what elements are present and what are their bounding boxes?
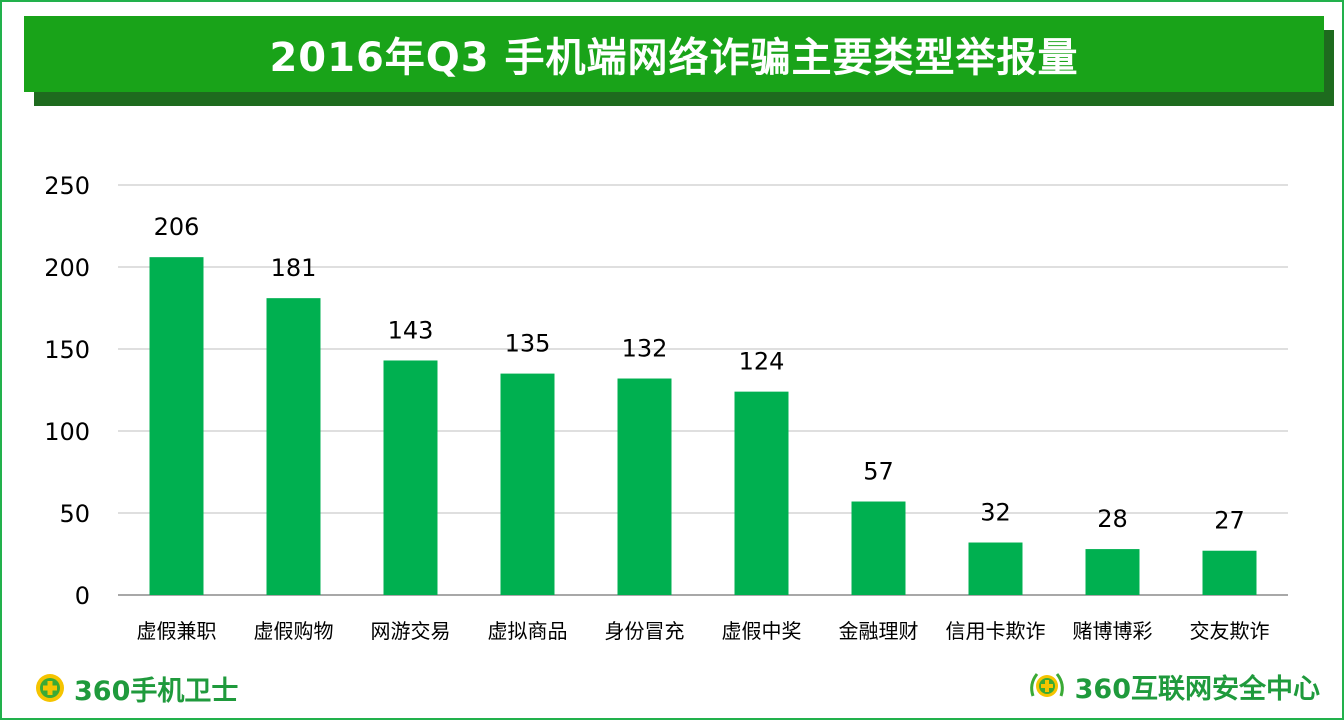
x-tick-label: 信用卡欺诈: [946, 619, 1046, 643]
x-tick-label: 虚假购物: [254, 619, 334, 643]
x-tick-label: 身份冒充: [605, 619, 685, 643]
bar: [734, 391, 789, 595]
brand-left: 360手机卫士: [34, 670, 239, 707]
bar: [500, 373, 555, 595]
brand-right-text: 360互联网安全中心: [1074, 673, 1320, 705]
y-tick-label: 200: [44, 254, 90, 282]
bar: [1085, 549, 1140, 595]
data-label: 32: [980, 499, 1011, 527]
data-label: 28: [1097, 505, 1128, 533]
data-label: 206: [154, 213, 200, 241]
data-label: 57: [863, 458, 894, 486]
bar: [149, 257, 204, 595]
shield-plus-icon: [36, 674, 64, 702]
chart-title: 2016年Q3 手机端网络诈骗主要类型举报量: [269, 35, 1079, 81]
bar: [851, 501, 906, 595]
data-label: 135: [505, 330, 551, 358]
y-tick-label: 100: [44, 418, 90, 446]
bar: [617, 378, 672, 595]
y-tick-label: 250: [44, 172, 90, 200]
x-tick-label: 虚假中奖: [722, 619, 802, 643]
x-tick-label: 虚拟商品: [488, 619, 568, 643]
title-bar: 2016年Q3 手机端网络诈骗主要类型举报量: [24, 16, 1324, 92]
brand-right: 360互联网安全中心: [1027, 666, 1320, 706]
y-tick-label: 150: [44, 336, 90, 364]
data-label: 143: [388, 316, 434, 344]
data-label: 27: [1214, 507, 1245, 535]
bar: [968, 542, 1023, 595]
data-label: 132: [622, 335, 668, 363]
x-tick-label: 交友欺诈: [1190, 619, 1270, 643]
data-label: 124: [739, 348, 785, 376]
y-tick-label: 0: [75, 582, 90, 610]
x-tick-label: 虚假兼职: [137, 619, 217, 643]
bar: [266, 298, 321, 595]
bar: [1202, 550, 1257, 595]
brand-left-text: 360手机卫士: [74, 675, 239, 707]
y-tick-label: 50: [59, 500, 90, 528]
x-tick-label: 网游交易: [371, 619, 451, 643]
data-label: 181: [271, 254, 317, 282]
laurel-shield-icon: [1029, 673, 1064, 697]
x-tick-label: 赌博博彩: [1073, 619, 1153, 643]
x-tick-label: 金融理财: [839, 619, 919, 643]
bar: [383, 360, 438, 595]
